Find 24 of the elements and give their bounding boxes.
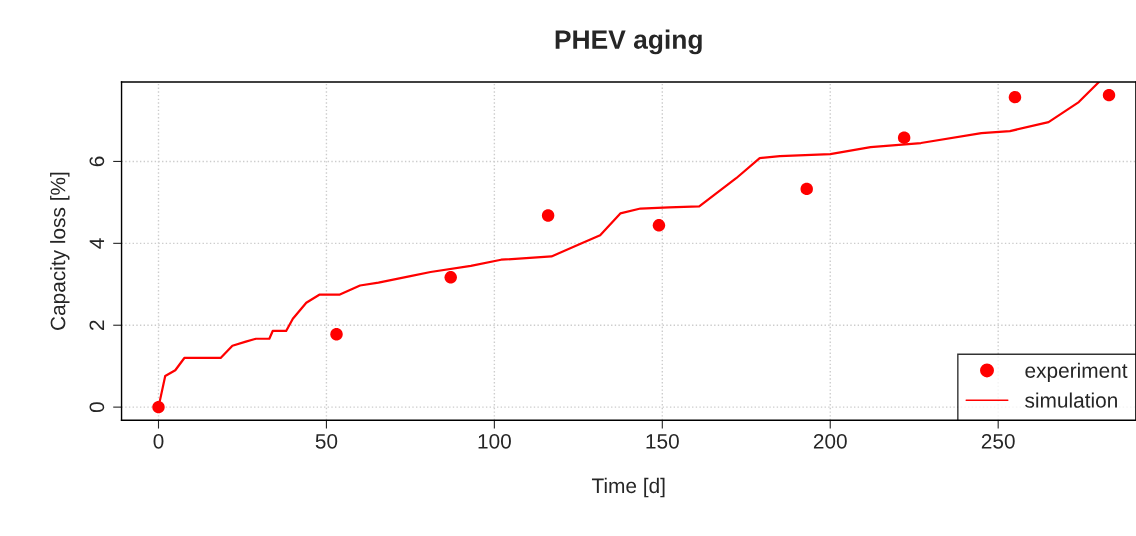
point [330, 328, 343, 341]
x-tick-label: 150 [646, 433, 679, 449]
point [897, 131, 911, 144]
y-tick-label: 4 [89, 238, 105, 249]
x-tick-label: 200 [813, 433, 847, 449]
legend-label: experiment [1025, 362, 1128, 383]
x-axis-title: Time [d] [591, 477, 665, 498]
point [1008, 90, 1022, 104]
y-tick-label: 2 [89, 320, 105, 330]
x-tick-label: 100 [478, 433, 511, 449]
point [652, 219, 666, 232]
chart-title: PHEV aging [555, 29, 702, 55]
legend-label: simulation [1025, 392, 1117, 408]
point [541, 209, 555, 222]
point [1102, 88, 1116, 102]
x-tick-label: 0 [153, 433, 164, 449]
y-tick-label: 0 [89, 402, 105, 413]
point [152, 400, 165, 414]
x-tick-label: 250 [981, 433, 1015, 449]
x-tick-label: 50 [315, 433, 338, 449]
point [800, 182, 813, 196]
y-axis-title: Capacity loss [%] [50, 172, 70, 330]
point [444, 271, 457, 284]
y-tick-label: 6 [89, 156, 105, 167]
